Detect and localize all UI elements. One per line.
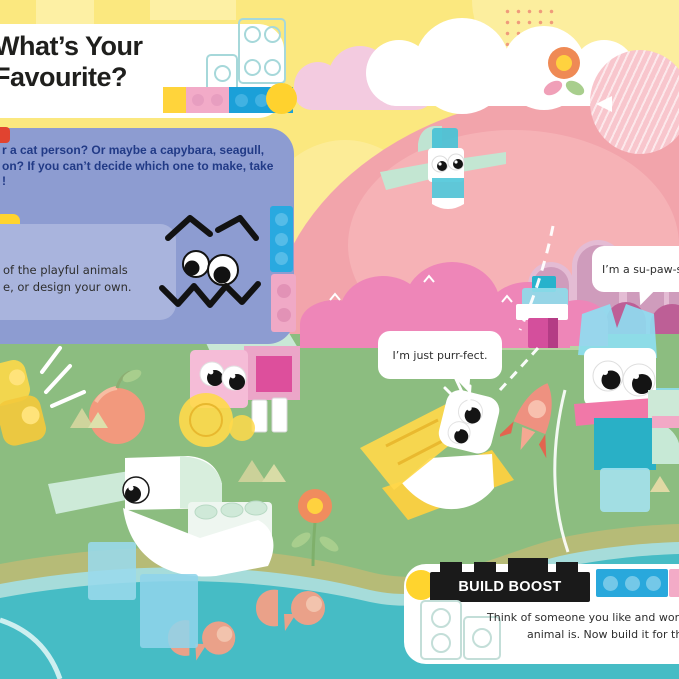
brick-outline-icon	[238, 18, 286, 84]
blue-brick-icon	[596, 569, 668, 597]
brick-outline-icon	[463, 616, 501, 660]
brick-outline-icon	[420, 600, 462, 660]
peach-icon	[89, 369, 145, 444]
build-boost-label: BUILD BOOST	[458, 579, 562, 595]
small-bird-build	[516, 276, 568, 348]
pink-slab	[652, 416, 679, 428]
yellow-brick-icon	[163, 87, 186, 113]
yellow-build	[0, 360, 46, 446]
note-line-1: of the playful animals	[3, 263, 128, 277]
blue-cat-build	[574, 304, 679, 512]
flower-icon	[291, 489, 339, 567]
build-boost-banner: BUILD BOOST	[430, 558, 590, 602]
build-boost-text-line-1: Think of someone you like and work out w…	[487, 611, 679, 624]
intro-line-1: r a cat person? Or maybe a capybara, sea…	[2, 143, 265, 157]
note-panel	[0, 224, 176, 320]
speech-bubble-yellow-cat: I’m just purr-fect.	[378, 331, 502, 379]
intro-text: r a cat person? Or maybe a capybara, sea…	[2, 143, 292, 190]
bubble-text: I’m a su-paw-st	[602, 262, 679, 276]
seagull-build	[380, 126, 506, 209]
note-text: of the playful animals e, or design your…	[3, 262, 132, 296]
yellow-stud-icon	[266, 83, 297, 114]
pink-brick-icon	[669, 569, 679, 597]
mint-slab	[648, 390, 679, 418]
blue-brick-icon	[270, 206, 293, 272]
note-line-2: e, or design your own.	[3, 280, 132, 294]
flower-icon	[543, 47, 585, 96]
speech-bubble-blue-cat: I’m a su-paw-st	[592, 246, 679, 292]
page-title: What’s Your Favourite?	[0, 31, 143, 93]
crocodile-build	[48, 456, 274, 648]
title-line-2: Favourite?	[0, 62, 128, 92]
rocket-icon	[500, 383, 552, 459]
fish-icon	[256, 589, 325, 631]
title-line-1: What’s Your	[0, 31, 143, 61]
bubble-text: I’m just purr-fect.	[392, 348, 488, 362]
sky-deco	[150, 0, 236, 20]
intro-line-3: !	[2, 174, 6, 188]
face-doodle-icon	[159, 215, 261, 308]
pink-brick-icon	[271, 274, 296, 332]
build-boost-text-line-2: animal is. Now build it for the	[527, 628, 679, 641]
yellow-cat-build	[360, 390, 514, 520]
red-brick-icon	[0, 127, 10, 143]
sun-icon	[590, 50, 679, 154]
pink-brick-icon	[186, 87, 229, 113]
intro-line-2: on? If you can’t decide which one to mak…	[2, 158, 274, 173]
